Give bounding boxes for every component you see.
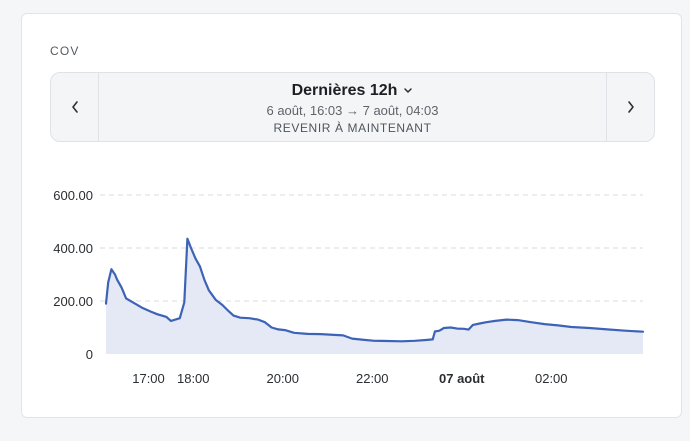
series-fill	[106, 238, 643, 354]
y-tick-label: 400.00	[53, 241, 93, 256]
series-line	[104, 237, 645, 343]
previous-period-button[interactable]	[51, 73, 99, 141]
y-tick-label: 200.00	[53, 294, 93, 309]
x-tick-label: 02:00	[535, 371, 568, 386]
range-dates: 6 août, 16:03 → 7 août, 04:03	[266, 103, 439, 118]
x-tick-label: 17:00	[132, 371, 165, 386]
x-tick-label: 07 août	[439, 371, 485, 386]
range-dropdown[interactable]: Dernières 12h	[292, 82, 414, 100]
chevron-right-icon	[627, 101, 634, 113]
date-range-selector: Dernières 12h 6 août, 16:03 → 7 août, 04…	[50, 72, 655, 142]
grid-lines	[100, 194, 643, 302]
y-tick-label: 0	[86, 347, 93, 362]
card-title: COV	[50, 44, 80, 58]
y-tick-label: 600.00	[53, 188, 93, 203]
x-tick-label: 22:00	[356, 371, 389, 386]
range-label: Dernières 12h	[291, 82, 398, 99]
range-info: Dernières 12h 6 août, 16:03 → 7 août, 04…	[98, 73, 607, 141]
series-area	[104, 237, 645, 354]
y-axis-ticks: 0 200.00 400.00 600.00	[53, 188, 93, 362]
chevron-left-icon	[71, 101, 78, 113]
x-axis-ticks: 17:00 18:00 20:00 22:00 07 août 02:00	[132, 371, 567, 386]
next-period-button[interactable]	[606, 73, 654, 141]
chevron-down-icon	[404, 88, 413, 93]
x-tick-label: 20:00	[266, 371, 299, 386]
reset-to-now-button[interactable]: REVENIR À MAINTENANT	[273, 121, 432, 135]
x-tick-label: 18:00	[177, 371, 210, 386]
